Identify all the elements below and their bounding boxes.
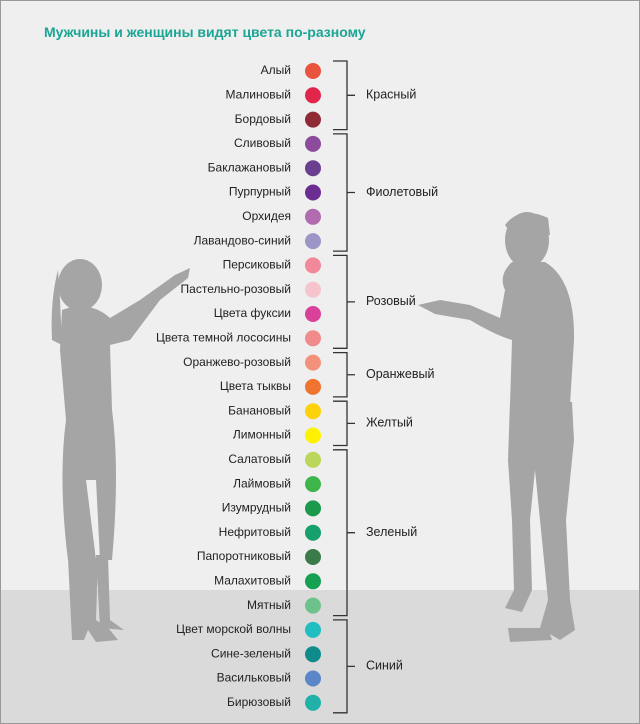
color-name: Баклажановый bbox=[208, 160, 291, 174]
color-dot bbox=[305, 670, 321, 687]
color-dot bbox=[305, 63, 321, 79]
color-dot bbox=[305, 87, 321, 104]
color-dot bbox=[305, 597, 321, 614]
color-name: Банановый bbox=[228, 403, 291, 417]
color-name: Нефритовый bbox=[219, 525, 291, 539]
color-name: Цвета темной лососины bbox=[156, 330, 291, 344]
color-name: Бирюзовый bbox=[227, 695, 291, 709]
color-name: Салатовый bbox=[228, 452, 291, 466]
title: Мужчины и женщины видят цвета по-разному bbox=[44, 24, 366, 40]
color-dot bbox=[305, 694, 321, 711]
bracket bbox=[333, 254, 355, 349]
color-name: Васильковый bbox=[217, 671, 291, 685]
color-dot bbox=[305, 281, 321, 298]
bracket bbox=[333, 449, 355, 617]
group-label: Розовый bbox=[366, 294, 416, 308]
woman-silhouette bbox=[51, 259, 190, 642]
bracket bbox=[333, 619, 355, 714]
color-dot bbox=[305, 184, 321, 201]
group-label: Фиолетовый bbox=[366, 185, 438, 199]
color-name: Пурпурный bbox=[229, 185, 291, 199]
group-label: Оранжевый bbox=[366, 367, 434, 381]
color-name: Лимонный bbox=[233, 428, 291, 442]
group-label: Зеленый bbox=[366, 525, 417, 539]
color-dot bbox=[305, 646, 321, 663]
color-name: Цвета фуксии bbox=[214, 306, 291, 320]
color-name: Цвета тыквы bbox=[220, 379, 291, 393]
color-name: Сливовый bbox=[234, 136, 291, 150]
color-dot bbox=[305, 403, 321, 420]
color-name: Мятный bbox=[247, 598, 291, 612]
group-label: Желтый bbox=[366, 416, 413, 430]
bracket bbox=[333, 400, 355, 447]
color-dot bbox=[305, 208, 321, 225]
color-dot bbox=[305, 549, 321, 565]
color-dot bbox=[305, 524, 321, 541]
color-dot bbox=[305, 451, 321, 468]
color-name: Персиковый bbox=[223, 258, 291, 272]
color-dot bbox=[305, 427, 321, 444]
color-dot bbox=[305, 354, 321, 371]
bracket bbox=[333, 60, 355, 131]
group-label: Красный bbox=[366, 88, 416, 102]
color-dot bbox=[305, 306, 321, 322]
color-name: Оранжево-розовый bbox=[183, 355, 291, 369]
color-dot bbox=[305, 160, 321, 177]
color-list: Алый Малиновый Бордовый Красный Сливовый Бакл… bbox=[156, 60, 438, 714]
color-dot bbox=[305, 233, 321, 250]
color-name: Алый bbox=[261, 63, 291, 77]
color-name: Сине-зеленый bbox=[211, 646, 291, 660]
color-name: Малиновый bbox=[225, 87, 291, 101]
color-name: Цвет морской волны bbox=[176, 622, 291, 636]
bracket bbox=[333, 351, 355, 398]
color-dot bbox=[305, 476, 321, 493]
color-name: Лаймовый bbox=[233, 476, 291, 490]
color-name: Лавандово-синий bbox=[194, 233, 291, 247]
color-name: Папоротниковый bbox=[197, 549, 291, 563]
color-name: Малахитовый bbox=[214, 573, 291, 587]
color-name: Изумрудный bbox=[222, 501, 291, 515]
color-dot bbox=[305, 573, 321, 590]
color-dot bbox=[305, 378, 321, 395]
color-dot bbox=[305, 135, 321, 152]
color-dot bbox=[305, 257, 321, 274]
color-dot bbox=[305, 330, 321, 347]
color-dot bbox=[305, 621, 321, 638]
group-label: Синий bbox=[366, 659, 403, 673]
color-name: Орхидея bbox=[242, 209, 291, 223]
bracket bbox=[333, 133, 355, 252]
color-dot bbox=[305, 111, 321, 128]
color-dot bbox=[305, 500, 321, 517]
man-silhouette bbox=[418, 212, 575, 642]
color-name: Пастельно-розовый bbox=[181, 282, 291, 296]
color-name: Бордовый bbox=[235, 112, 291, 126]
